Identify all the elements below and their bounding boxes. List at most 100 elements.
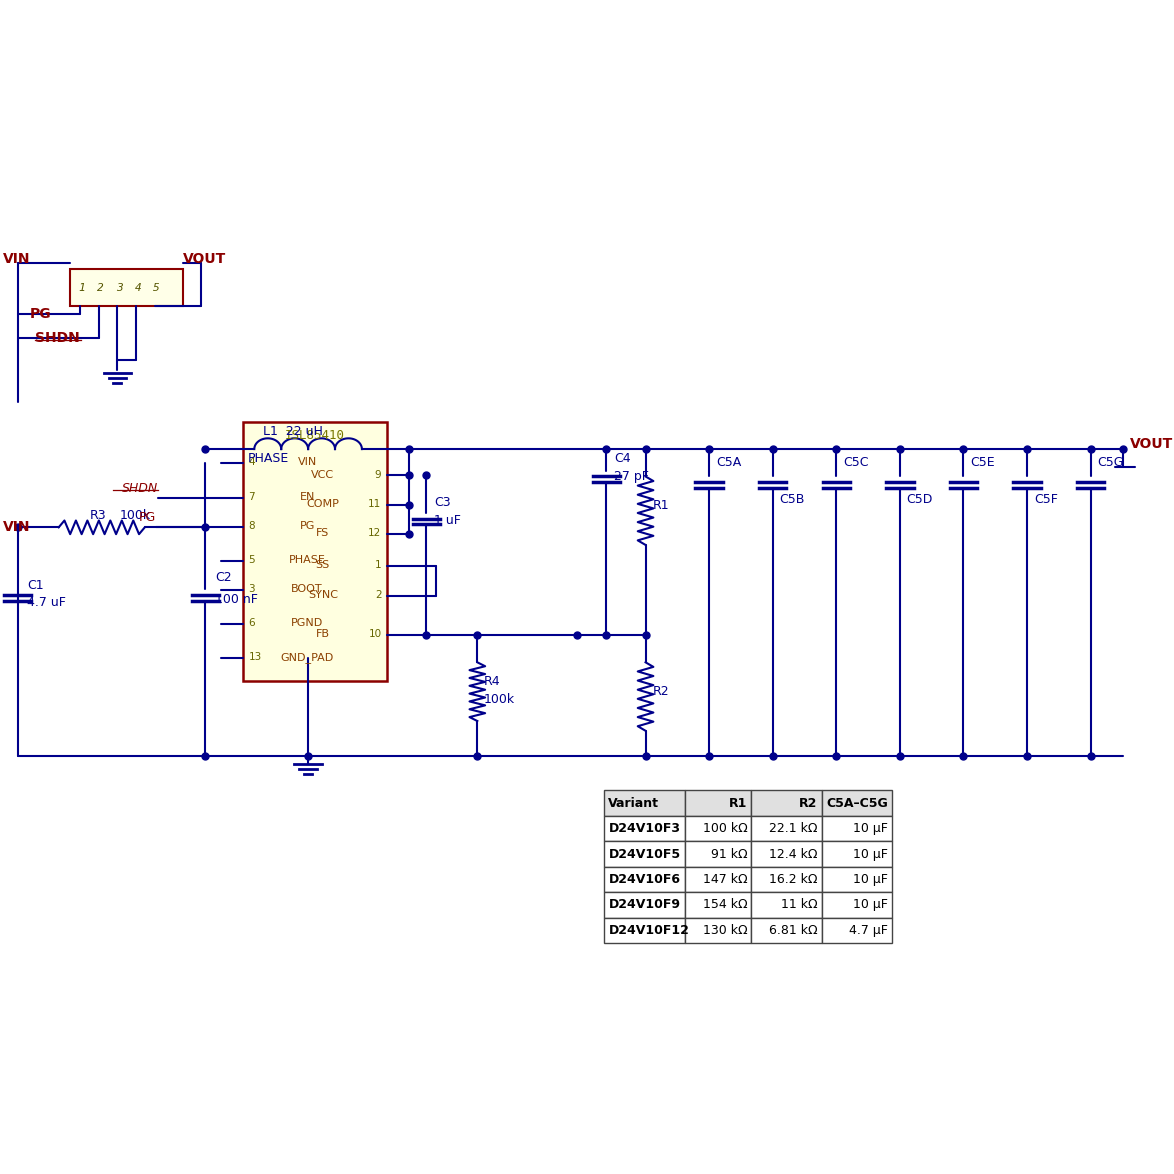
Text: BOOT: BOOT [291, 583, 323, 594]
Text: 12.4 kΩ: 12.4 kΩ [769, 848, 818, 861]
Text: 4.7 uF: 4.7 uF [27, 596, 66, 609]
Text: D24V10F9: D24V10F9 [608, 898, 681, 911]
Bar [605, 790, 684, 816]
Text: R2: R2 [653, 686, 669, 699]
Text: 100 nF: 100 nF [215, 593, 258, 606]
Text: C5G: C5G [1098, 457, 1124, 470]
Text: 10 μF: 10 μF [853, 822, 889, 835]
Text: 91 kΩ: 91 kΩ [710, 848, 748, 861]
Bar [822, 866, 892, 892]
Text: VIN: VIN [2, 520, 31, 534]
Bar [822, 918, 892, 943]
Text: 7: 7 [249, 492, 255, 502]
Bar [751, 842, 822, 866]
Text: PG: PG [140, 511, 156, 524]
Text: 130 kΩ: 130 kΩ [703, 924, 748, 937]
Bar [243, 421, 387, 681]
Text: COMP: COMP [306, 499, 339, 508]
Bar [605, 842, 684, 866]
Bar [684, 790, 751, 816]
Text: 100 kΩ: 100 kΩ [702, 822, 748, 835]
Bar [70, 269, 183, 306]
Text: 1: 1 [375, 560, 382, 571]
Text: D24V10F6: D24V10F6 [608, 873, 681, 886]
Text: R3: R3 [89, 510, 106, 522]
Bar [684, 866, 751, 892]
Text: 11: 11 [369, 499, 382, 508]
Bar [684, 842, 751, 866]
Text: 100k: 100k [484, 693, 515, 706]
Text: R1: R1 [729, 797, 748, 810]
Bar [751, 790, 822, 816]
Text: 10 μF: 10 μF [853, 898, 889, 911]
Bar [751, 918, 822, 943]
Text: D24V10F12: D24V10F12 [608, 924, 689, 937]
Text: PHASE: PHASE [289, 554, 325, 565]
Text: C5C: C5C [843, 457, 869, 470]
Text: VIN: VIN [2, 252, 31, 266]
Bar [822, 790, 892, 816]
Bar [751, 816, 822, 842]
Text: 3: 3 [249, 583, 255, 594]
Bar [751, 866, 822, 892]
Text: R4: R4 [484, 675, 501, 688]
Text: 5: 5 [249, 554, 255, 565]
Text: C5A: C5A [716, 457, 741, 470]
Text: 2: 2 [97, 283, 104, 292]
Text: C1: C1 [27, 579, 43, 592]
Text: ISL85410: ISL85410 [285, 429, 345, 441]
Text: 5: 5 [153, 283, 160, 292]
Text: 11 kΩ: 11 kΩ [781, 898, 818, 911]
Text: 13: 13 [249, 653, 262, 662]
Text: 8: 8 [249, 521, 255, 532]
Text: 22.1 kΩ: 22.1 kΩ [769, 822, 818, 835]
Text: SS: SS [316, 560, 330, 571]
Text: PHASE: PHASE [248, 452, 289, 465]
Text: VOUT: VOUT [1129, 437, 1173, 451]
Text: 4: 4 [249, 457, 255, 467]
Text: C4: C4 [614, 452, 630, 465]
Text: 6: 6 [249, 619, 255, 628]
Text: FB: FB [316, 629, 330, 639]
Text: 1: 1 [79, 283, 86, 292]
Text: 147 kΩ: 147 kΩ [703, 873, 748, 886]
Text: VOUT: VOUT [183, 252, 227, 266]
Text: 3: 3 [116, 283, 123, 292]
Bar [751, 892, 822, 918]
Text: C5D: C5D [906, 493, 933, 506]
Text: 16.2 kΩ: 16.2 kΩ [769, 873, 818, 886]
Text: PGND: PGND [291, 619, 323, 628]
Text: 2: 2 [375, 589, 382, 600]
Text: FS: FS [316, 528, 330, 538]
Text: PG: PG [299, 521, 315, 532]
Text: D24V10F5: D24V10F5 [608, 848, 681, 861]
Text: Variant: Variant [608, 797, 660, 810]
Bar [684, 816, 751, 842]
Text: L1  22 uH: L1 22 uH [263, 425, 323, 438]
Bar [822, 892, 892, 918]
Text: 6.81 kΩ: 6.81 kΩ [769, 924, 818, 937]
Text: EN: EN [299, 492, 315, 502]
Text: 4: 4 [135, 283, 141, 292]
Bar [605, 866, 684, 892]
Text: SHDN: SHDN [35, 331, 80, 345]
Bar [822, 816, 892, 842]
Text: C5E: C5E [970, 457, 994, 470]
Text: C5A–C5G: C5A–C5G [826, 797, 889, 810]
Text: 4.7 μF: 4.7 μF [849, 924, 889, 937]
Text: VIN: VIN [297, 457, 317, 467]
Text: VCC: VCC [311, 470, 335, 479]
Text: GND_PAD: GND_PAD [281, 652, 333, 663]
Text: 10 μF: 10 μF [853, 873, 889, 886]
Text: 9: 9 [375, 470, 382, 479]
Text: 27 pF: 27 pF [614, 470, 649, 483]
Bar [605, 918, 684, 943]
Bar [822, 842, 892, 866]
Bar [684, 892, 751, 918]
Text: 10 μF: 10 μF [853, 848, 889, 861]
Text: PG: PG [29, 308, 50, 322]
Text: C3: C3 [434, 497, 451, 510]
Bar [605, 816, 684, 842]
Text: R1: R1 [653, 499, 669, 512]
Text: C2: C2 [215, 571, 231, 583]
